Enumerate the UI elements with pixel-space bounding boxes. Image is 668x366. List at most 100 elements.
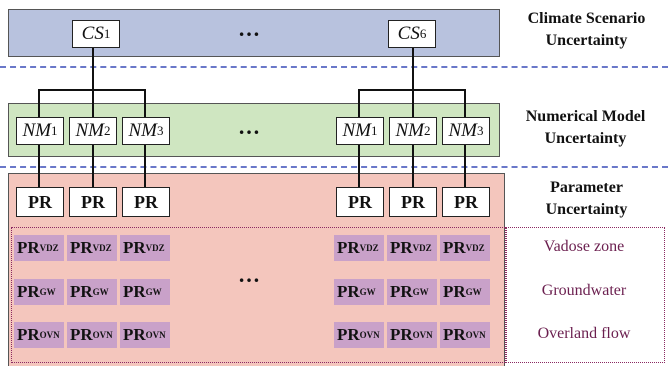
pr-gw-tile: PR GW <box>67 279 117 305</box>
tile-sub-text: VDZ <box>145 243 165 253</box>
pr-gw-tile: PR GW <box>14 279 64 305</box>
row-label-overland-flow: Overland flow <box>537 325 631 342</box>
tile-sub-text: VDZ <box>92 243 112 253</box>
nm-main-text: NM <box>342 120 372 141</box>
connector-cs6-trunk <box>412 46 414 90</box>
tile-main-text: PR <box>17 325 40 344</box>
tile-sub-text: VDZ <box>39 243 59 253</box>
tile-main-text: PR <box>70 325 93 344</box>
process-label-outline <box>505 227 665 363</box>
tile-main-text: PR <box>337 325 360 344</box>
pr-box: PR <box>122 187 170 217</box>
cs1-sub-text: 1 <box>103 26 111 41</box>
pr-box: PR <box>389 187 437 217</box>
connector-cs6-nm3 <box>464 89 466 117</box>
pr-vdz-tile: PR VDZ <box>440 235 490 261</box>
nm2-box-left: NM 2 <box>69 117 117 145</box>
nm-main-text: NM <box>448 120 478 141</box>
climate-scenario-title: Climate Scenario Uncertainty <box>505 8 668 52</box>
numerical-model-title: Numerical Model Uncertainty <box>503 106 668 150</box>
tile-sub-text: OVN <box>465 330 486 340</box>
tile-main-text: PR <box>390 238 413 257</box>
tile-main-text: PR <box>17 238 40 257</box>
tile-sub-text: GW <box>92 287 109 297</box>
connector-nm2-pr-right <box>412 142 414 188</box>
pr-vdz-tile: PR VDZ <box>334 235 384 261</box>
tile-main-text: PR <box>123 282 146 301</box>
connector-cs6-nm2 <box>412 89 414 117</box>
connector-cs1-nm3 <box>144 89 146 117</box>
connector-cs6-nm1 <box>358 89 360 117</box>
separator-line-1 <box>0 66 668 68</box>
model-title-line1: Numerical Model <box>525 108 646 125</box>
pr-gw-tile: PR GW <box>120 279 170 305</box>
connector-nm3-pr <box>144 142 146 188</box>
tile-main-text: PR <box>70 238 93 257</box>
pr-box: PR <box>69 187 117 217</box>
sub-parameter-outline <box>11 227 507 363</box>
pr-gw-tile: PR GW <box>387 279 437 305</box>
cs6-main-text: CS <box>397 23 420 44</box>
nm-sub-text: 2 <box>104 123 111 138</box>
model-title-line2: Uncertainty <box>544 130 627 147</box>
pr-box: PR <box>442 187 490 217</box>
nm-ellipsis: … <box>238 114 260 139</box>
pr-vdz-tile: PR VDZ <box>120 235 170 261</box>
tile-sub-text: OVN <box>412 330 433 340</box>
separator-line-2 <box>0 166 668 168</box>
pr-ovn-tile: PR OVN <box>67 322 117 348</box>
pr-vdz-tile: PR VDZ <box>387 235 437 261</box>
pr-ovn-tile: PR OVN <box>387 322 437 348</box>
nm-sub-text: 3 <box>477 123 484 138</box>
tile-main-text: PR <box>337 238 360 257</box>
parameter-title-line1: Parameter <box>550 179 623 196</box>
tile-sub-text: OVN <box>39 330 60 340</box>
connector-cs1-nm2 <box>92 89 94 117</box>
tile-sub-text: GW <box>412 287 429 297</box>
connector-nm3-pr-right <box>464 142 466 188</box>
nm-main-text: NM <box>395 120 425 141</box>
nm-main-text: NM <box>22 120 52 141</box>
tile-sub-text: VDZ <box>412 243 432 253</box>
cs6-sub-text: 6 <box>419 26 427 41</box>
pr-gw-tile: PR GW <box>334 279 384 305</box>
tile-main-text: PR <box>443 282 466 301</box>
pr-ellipsis: … <box>238 262 260 287</box>
connector-cs1-trunk <box>92 46 94 90</box>
tile-main-text: PR <box>390 325 413 344</box>
tile-sub-text: VDZ <box>359 243 379 253</box>
pr-ovn-tile: PR OVN <box>440 322 490 348</box>
nm3-box-left: NM 3 <box>122 117 170 145</box>
tile-main-text: PR <box>390 282 413 301</box>
tile-main-text: PR <box>123 238 146 257</box>
tile-main-text: PR <box>70 282 93 301</box>
cs-ellipsis: … <box>238 16 260 41</box>
parameter-title-line2: Uncertainty <box>545 201 628 218</box>
tile-sub-text: GW <box>359 287 376 297</box>
nm-sub-text: 1 <box>51 123 58 138</box>
nm-sub-text: 3 <box>157 123 164 138</box>
nm2-box-right: NM 2 <box>389 117 437 145</box>
tile-sub-text: GW <box>465 287 482 297</box>
nm-sub-text: 1 <box>371 123 378 138</box>
tile-main-text: PR <box>337 282 360 301</box>
pr-vdz-tile: PR VDZ <box>14 235 64 261</box>
tile-main-text: PR <box>123 325 146 344</box>
climate-title-line1: Climate Scenario <box>527 10 646 27</box>
nm-main-text: NM <box>75 120 105 141</box>
row-label-vadose-zone: Vadose zone <box>543 238 625 255</box>
nm1-box-left: NM 1 <box>16 117 64 145</box>
nm3-box-right: NM 3 <box>442 117 490 145</box>
tile-sub-text: GW <box>39 287 56 297</box>
cs6-box: CS 6 <box>388 20 436 48</box>
connector-nm1-pr-right <box>358 142 360 188</box>
climate-title-line2: Uncertainty <box>545 32 628 49</box>
tile-main-text: PR <box>443 325 466 344</box>
pr-ovn-tile: PR OVN <box>334 322 384 348</box>
parameter-title: Parameter Uncertainty <box>505 177 668 221</box>
tile-sub-text: OVN <box>145 330 166 340</box>
connector-nm2-pr <box>92 142 94 188</box>
cs1-box: CS 1 <box>72 20 120 48</box>
tile-sub-text: OVN <box>92 330 113 340</box>
